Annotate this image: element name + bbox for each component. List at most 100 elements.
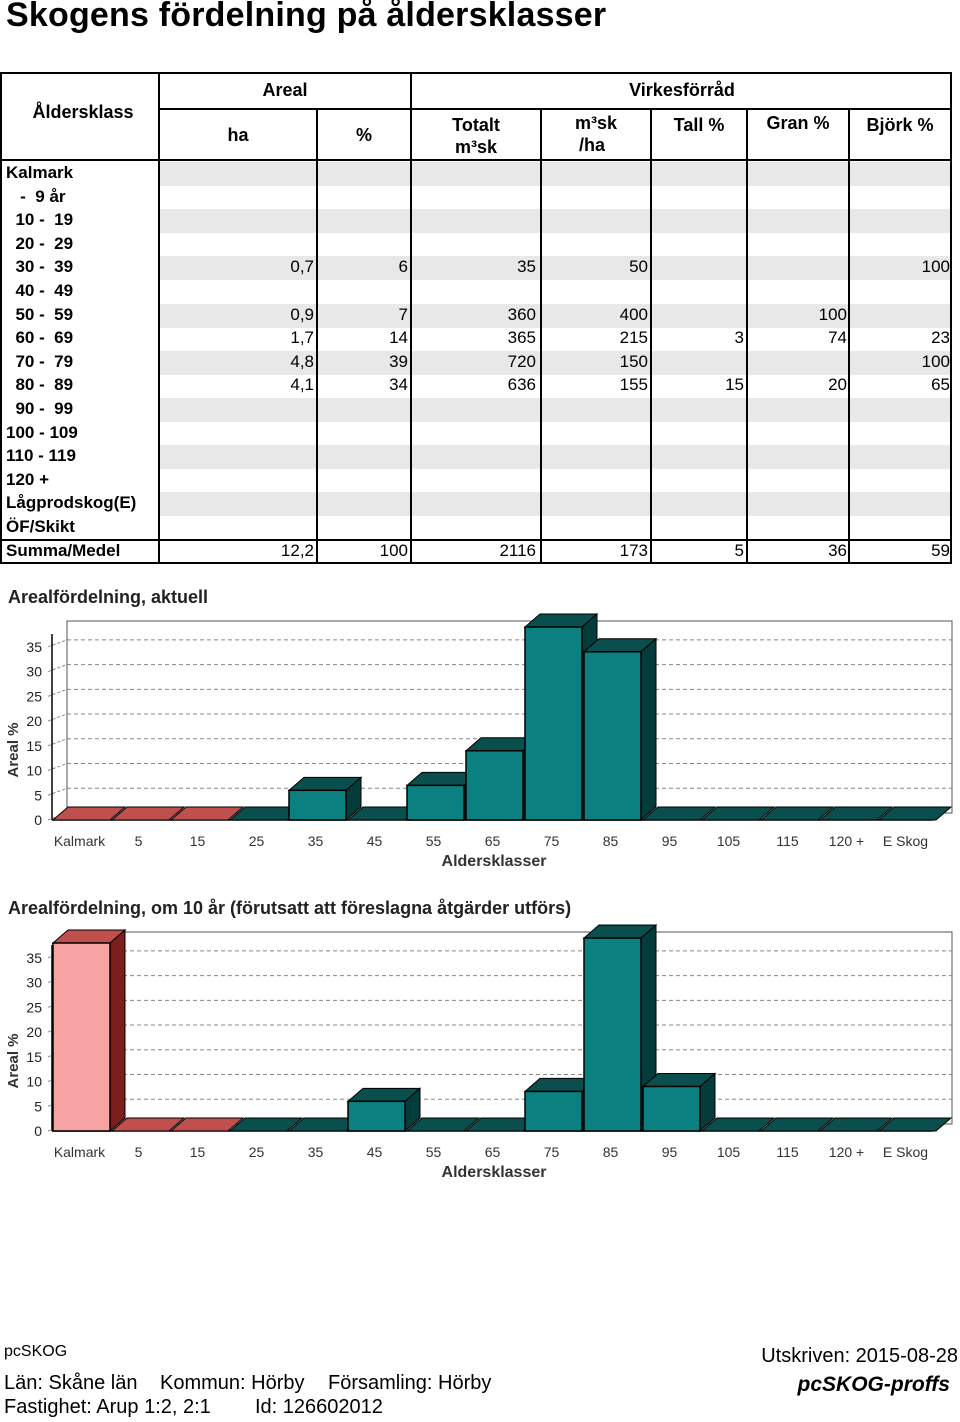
- totalt-col-divider: [540, 108, 542, 562]
- msk-col-divider: [650, 108, 652, 562]
- row-label: 60 - 69: [6, 328, 74, 348]
- x-tick-label: 35: [308, 1144, 324, 1160]
- cell-pct: 7: [398, 304, 408, 324]
- cell-totalt: 360: [507, 304, 536, 324]
- row-label: 10 - 19: [6, 210, 74, 230]
- y-tick-label: 25: [26, 999, 42, 1015]
- bar-front-face: [642, 1085, 701, 1132]
- cell-tall: 3: [734, 328, 744, 348]
- bar-top-face: [818, 1117, 894, 1132]
- virkes-divider: [412, 108, 952, 110]
- footer-kommun: Kommun: Hörby: [160, 1372, 305, 1394]
- table-right-border: [950, 72, 952, 564]
- bar-top-face: [169, 806, 245, 821]
- x-tick-label: 5: [135, 833, 143, 849]
- x-tick-label: 35: [308, 833, 324, 849]
- row-label: 70 - 79: [6, 351, 74, 371]
- bar-front-face: [583, 937, 642, 1132]
- summary-msk_ha: 173: [619, 541, 648, 560]
- cell-gran: 74: [828, 328, 847, 348]
- y-tick-label: 30: [26, 664, 42, 680]
- x-tick-label: 45: [367, 1144, 383, 1160]
- row-band: [160, 445, 952, 470]
- cell-tall: 15: [725, 375, 744, 395]
- header-bjork: Björk %: [866, 115, 934, 135]
- cell-msk_ha: 215: [619, 328, 648, 348]
- cell-totalt: 720: [507, 351, 536, 371]
- footer-brand-logo: pcSKOG-proffs: [797, 1373, 950, 1396]
- row-label: 120 +: [6, 469, 50, 489]
- page-title: Skogens fördelning på åldersklasser: [6, 0, 607, 34]
- cell-bjork: 100: [921, 351, 950, 371]
- x-tick-label: 25: [249, 833, 265, 849]
- row-band: [160, 492, 952, 517]
- chart-title-aktuell: Arealfördelning, aktuell: [8, 587, 209, 607]
- bar-front-face: [583, 651, 642, 821]
- x-tick-label: 55: [426, 1144, 442, 1160]
- x-tick-label: E Skog: [883, 833, 928, 849]
- bar-top-face: [641, 806, 717, 821]
- row-label: 80 - 89: [6, 375, 74, 395]
- row-band: [160, 256, 952, 281]
- cell-msk_ha: 50: [629, 257, 648, 277]
- footer-lan: Län: Skåne län: [4, 1372, 138, 1394]
- cell-msk_ha: 400: [619, 304, 648, 324]
- summary-top-border: [0, 539, 952, 541]
- y-axis-label: Areal %: [5, 722, 22, 777]
- summary-totalt: 2116: [499, 541, 536, 560]
- header-ha: ha: [227, 125, 249, 145]
- bar-top-face: [700, 806, 776, 821]
- y-tick-label: 30: [26, 975, 42, 991]
- header-areal: Areal: [262, 80, 308, 100]
- y-tick-label: 0: [34, 812, 42, 828]
- row-label: - 9 år: [6, 186, 66, 206]
- y-axis-label: Areal %: [5, 1033, 22, 1088]
- cell-pct: 34: [389, 375, 408, 395]
- y-tick-label: 20: [26, 1024, 42, 1040]
- row-label: 40 - 49: [6, 281, 74, 300]
- y-tick-label: 15: [26, 738, 42, 754]
- x-tick-label: 65: [485, 1144, 501, 1160]
- x-tick-label: 120 +: [829, 833, 864, 849]
- areal-divider: [160, 108, 412, 110]
- y-tick-label: 5: [34, 787, 42, 803]
- row-label: 110 - 119: [6, 446, 76, 466]
- row-label: 30 - 39: [6, 257, 74, 277]
- y-tick-label: 10: [26, 1074, 42, 1090]
- row-band: [160, 303, 952, 328]
- x-tick-label: 15: [190, 1144, 206, 1160]
- x-tick-label: 75: [544, 1144, 560, 1160]
- gridline-diagonal: [47, 787, 68, 796]
- row-band: [160, 350, 952, 375]
- summary-ha: 12,2: [280, 541, 314, 560]
- cell-totalt: 35: [517, 257, 536, 277]
- x-tick-label: 95: [662, 833, 678, 849]
- footer-printed-date: Utskriven: 2015-08-28: [761, 1345, 958, 1367]
- x-axis-label: Aldersklasser: [442, 853, 547, 870]
- bar-top-face: [759, 1117, 835, 1132]
- x-tick-label: 95: [662, 1144, 678, 1160]
- bar-top-face: [228, 1117, 304, 1132]
- ha-col-divider: [316, 108, 318, 562]
- bar-top-face: [51, 806, 127, 821]
- bar-front-face: [347, 1100, 406, 1132]
- bar-top-face: [405, 1117, 481, 1132]
- tall-col-divider: [746, 108, 748, 562]
- cell-pct: 6: [398, 257, 408, 277]
- header-bottom-border: [0, 159, 952, 161]
- x-tick-label: 120 +: [829, 1144, 864, 1160]
- row-band: [160, 398, 952, 422]
- x-tick-label: 75: [544, 833, 560, 849]
- x-tick-label: 45: [367, 833, 383, 849]
- y-tick-label: 20: [26, 713, 42, 729]
- row-label: 20 - 29: [6, 233, 74, 253]
- row-label: Lågprodskog(E): [6, 493, 137, 513]
- y-tick-label: 35: [26, 639, 42, 655]
- row-label: 100 - 109: [6, 422, 78, 442]
- cell-totalt: 365: [507, 328, 536, 348]
- gridline-diagonal: [47, 738, 68, 747]
- summary-pct: 100: [379, 541, 408, 560]
- row-band: [160, 162, 952, 186]
- bar-top-face: [169, 1117, 245, 1132]
- header-msk-unit: /ha: [578, 135, 605, 155]
